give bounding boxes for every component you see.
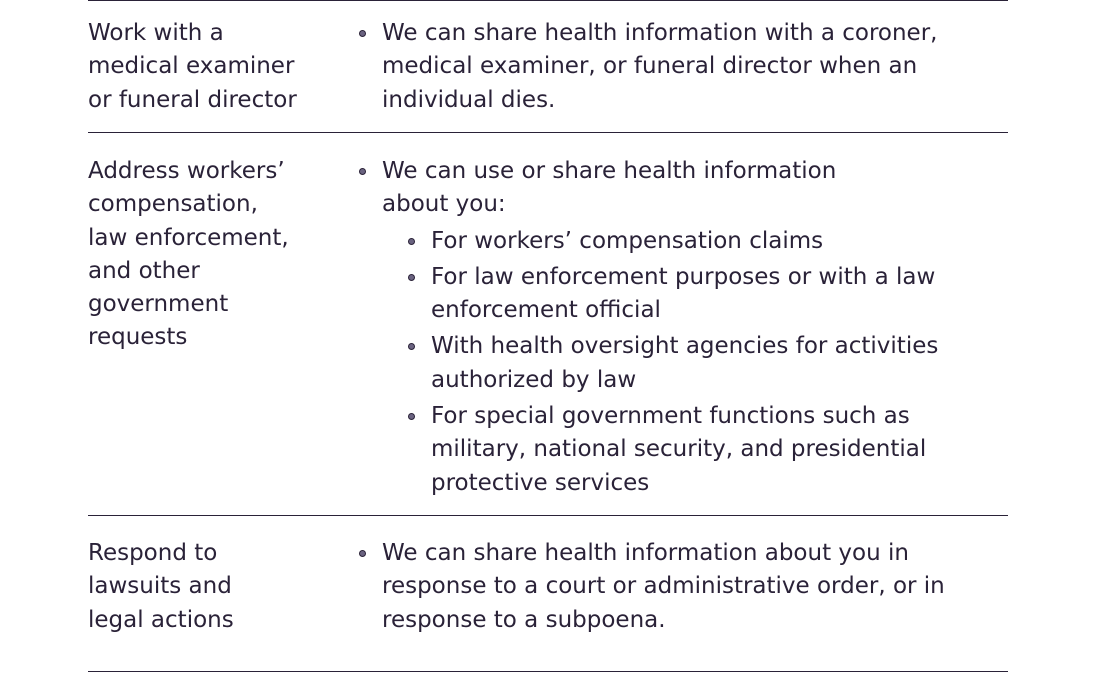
table-row: Address workers’ compensation, law enfor…: [88, 133, 1008, 515]
table-row: Work with a medical examiner or funeral …: [88, 1, 1008, 132]
sub-item-text: For law enforcement purposes or with a l…: [431, 263, 936, 324]
uses-and-disclosures-table: Work with a medical examiner or funeral …: [88, 0, 1008, 672]
row-divider: [88, 515, 1008, 516]
list-item: We can use or share health information a…: [358, 155, 1008, 222]
sub-list-item: For special government functions such as…: [408, 400, 1008, 500]
row-label: Address workers’ compensation, law enfor…: [88, 158, 289, 351]
row-divider: [88, 132, 1008, 133]
row-label: Respond to lawsuits and legal actions: [88, 540, 234, 633]
row-divider: [88, 671, 1008, 672]
bullet-icon: [359, 30, 366, 37]
list-item: We can share health information about yo…: [358, 537, 1008, 637]
sub-item-text: With health oversight agencies for activ…: [431, 333, 939, 393]
sub-list-item: For law enforcement purposes or with a l…: [408, 261, 1008, 328]
row-content: We can share health information with a c…: [358, 17, 1008, 132]
row-label: Work with a medical examiner or funeral …: [88, 20, 297, 113]
row-content: We can share health information about yo…: [358, 537, 1008, 671]
sub-list-item: For workers’ compensation claims: [408, 225, 1008, 258]
list-item: We can share health information with a c…: [358, 17, 1008, 117]
row-divider: [88, 0, 1008, 1]
table-row: Respond to lawsuits and legal actions We…: [88, 516, 1008, 671]
bullet-icon: [408, 273, 415, 281]
bullet-icon: [408, 343, 415, 351]
sub-list: For workers’ compensation claims For law…: [408, 225, 1008, 500]
bullet-text: We can share health information with a c…: [382, 20, 938, 113]
sub-item-text: For workers’ compensation claims: [431, 227, 824, 254]
bullet-text: We can use or share health information a…: [382, 158, 837, 218]
bullet-icon: [408, 237, 415, 245]
bullet-icon: [359, 550, 366, 557]
bullet-text: We can share health information about yo…: [382, 540, 945, 633]
bullet-icon: [408, 413, 415, 421]
row-content: We can use or share health information a…: [358, 155, 1008, 515]
bullet-icon: [359, 168, 366, 175]
sub-list-item: With health oversight agencies for activ…: [408, 330, 1008, 397]
sub-item-text: For special government functions such as…: [431, 403, 927, 496]
